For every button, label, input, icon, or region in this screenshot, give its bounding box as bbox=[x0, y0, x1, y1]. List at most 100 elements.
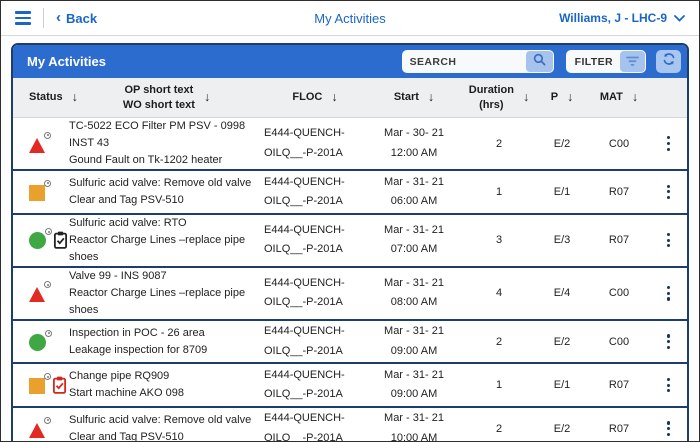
panel-header: My Activities FILTER bbox=[13, 45, 687, 78]
red-triangle-icon bbox=[29, 137, 45, 153]
wo-short-text: Reactor Charge Lines –replace pipe shoes bbox=[69, 286, 246, 316]
divider bbox=[43, 8, 44, 28]
column-label: Start bbox=[393, 91, 419, 104]
start-date: Mar - 31- 21 bbox=[384, 175, 444, 188]
refresh-button[interactable] bbox=[656, 50, 681, 73]
search-button[interactable] bbox=[525, 51, 553, 72]
row-menu-button[interactable] bbox=[663, 417, 674, 440]
table-row[interactable]: Sulfuric acid valve: Remove old valve Cl… bbox=[13, 405, 687, 442]
gear-badge-icon bbox=[44, 416, 51, 424]
mat-cell: C00 bbox=[608, 287, 630, 300]
start-date: Mar - 31- 21 bbox=[384, 277, 444, 290]
column-header-priority: P ↓ bbox=[536, 89, 588, 105]
mat-cell: R07 bbox=[608, 422, 630, 435]
short-text-cell: Change pipe RQ909 Start machine AKO 098 bbox=[69, 368, 264, 402]
search-box bbox=[401, 50, 554, 73]
table-row[interactable]: Inspection in POC - 26 area Leakage insp… bbox=[13, 318, 687, 363]
sort-arrow-icon[interactable]: ↓ bbox=[331, 90, 338, 105]
priority-cell: E/4 bbox=[553, 287, 571, 300]
filter-button[interactable]: FILTER bbox=[565, 50, 646, 73]
column-label: Status bbox=[29, 91, 63, 104]
row-menu-button[interactable] bbox=[663, 330, 674, 353]
column-header-floc: FLOC ↓ bbox=[264, 89, 366, 105]
chevron-down-icon bbox=[674, 14, 685, 22]
status-cell bbox=[13, 281, 69, 303]
short-text-cell: Inspection in POC - 26 area Leakage insp… bbox=[69, 325, 264, 359]
floc-cell: E444-QUENCH- OILQ__-P-201A bbox=[264, 412, 345, 442]
gear-badge-icon bbox=[44, 373, 51, 381]
activities-panel: My Activities FILTER bbox=[11, 43, 689, 442]
gear-badge-icon bbox=[45, 329, 52, 337]
row-menu-button[interactable] bbox=[663, 374, 674, 397]
status-cell bbox=[13, 179, 69, 201]
op-short-text: Change pipe RQ909 bbox=[69, 370, 170, 383]
priority-cell: E/2 bbox=[553, 335, 571, 348]
status-cell bbox=[13, 416, 69, 438]
menu-icon[interactable] bbox=[15, 11, 31, 25]
start-time: 09:00 AM bbox=[390, 388, 438, 401]
panel-title: My Activities bbox=[27, 54, 106, 69]
op-short-text: Valve 99 - INS 9087 bbox=[69, 269, 167, 282]
sort-arrow-icon[interactable]: ↓ bbox=[203, 90, 211, 105]
funnel-icon bbox=[620, 51, 645, 72]
user-menu-button[interactable]: Williams, J - LHC-9 bbox=[559, 11, 685, 25]
search-input[interactable] bbox=[401, 50, 525, 73]
row-menu-button[interactable] bbox=[663, 181, 674, 204]
duration-cell: 2 bbox=[495, 137, 503, 150]
row-menu-button[interactable] bbox=[663, 229, 674, 252]
short-text-cell: TC-5022 ECO Filter PM PSV - 0998 INST 43… bbox=[69, 118, 264, 169]
mat-cell: R07 bbox=[608, 234, 630, 247]
sort-arrow-icon[interactable]: ↓ bbox=[522, 90, 530, 105]
back-label: Back bbox=[66, 10, 98, 26]
column-label: Duration (hrs) bbox=[468, 84, 514, 111]
op-short-text: Sulfuric acid valve: Remove old valve bbox=[69, 413, 252, 426]
row-menu-button[interactable] bbox=[663, 282, 674, 305]
status-cell bbox=[13, 228, 69, 250]
floc-cell: E444-QUENCH- OILQ__-P-201A bbox=[264, 223, 345, 256]
op-short-text: Inspection in POC - 26 area bbox=[69, 326, 205, 339]
floc-cell: E444-QUENCH- OILQ__-P-201A bbox=[264, 325, 345, 357]
wo-short-text: Reactor Charge Lines –replace pipe shoes bbox=[69, 233, 246, 263]
sort-arrow-icon[interactable]: ↓ bbox=[427, 90, 435, 105]
short-text-cell: Sulfuric acid valve: Remove old valve Cl… bbox=[69, 175, 264, 209]
table-row[interactable]: Sulfuric acid valve: RTO Reactor Charge … bbox=[13, 212, 687, 266]
filter-label: FILTER bbox=[574, 55, 613, 68]
table-row[interactable]: Change pipe RQ909 Start machine AKO 098 … bbox=[13, 362, 687, 406]
table-row[interactable]: Valve 99 - INS 9087 Reactor Charge Lines… bbox=[13, 265, 687, 319]
floc-cell: E444-QUENCH- OILQ__-P-201A bbox=[264, 277, 345, 309]
short-text-cell: Sulfuric acid valve: RTO Reactor Charge … bbox=[69, 215, 264, 266]
start-time: 12:00 AM bbox=[390, 146, 438, 159]
user-name: Williams, J - LHC-9 bbox=[559, 11, 667, 25]
mat-cell: R07 bbox=[608, 379, 630, 392]
start-date: Mar - 31- 21 bbox=[384, 412, 444, 425]
sort-arrow-icon[interactable]: ↓ bbox=[631, 90, 639, 105]
op-short-text: TC-5022 ECO Filter PM PSV - 0998 INST 43 bbox=[69, 120, 246, 150]
start-date: Mar - 31- 21 bbox=[384, 325, 444, 338]
wo-short-text: Clear and Tag PSV-510 bbox=[69, 430, 184, 442]
op-short-text: Sulfuric acid valve: Remove old valve bbox=[69, 176, 252, 189]
column-header-start: Start ↓ bbox=[366, 89, 462, 105]
row-menu-button[interactable] bbox=[663, 132, 674, 155]
red-triangle-icon bbox=[29, 422, 45, 438]
duration-cell: 2 bbox=[495, 335, 503, 348]
start-cell: Mar - 31- 21 09:00 AM bbox=[366, 322, 462, 361]
table-row[interactable]: TC-5022 ECO Filter PM PSV - 0998 INST 43… bbox=[13, 118, 687, 170]
start-time: 06:00 AM bbox=[390, 194, 438, 207]
duration-cell: 4 bbox=[495, 287, 503, 300]
sort-arrow-icon[interactable]: ↓ bbox=[71, 90, 78, 105]
mat-cell: R07 bbox=[608, 185, 630, 198]
green-circle-icon bbox=[29, 333, 46, 351]
priority-cell: E/2 bbox=[553, 422, 571, 435]
gear-badge-icon bbox=[44, 131, 51, 139]
start-time: 08:00 AM bbox=[390, 296, 438, 309]
start-time: 07:00 AM bbox=[390, 243, 438, 256]
sort-arrow-icon[interactable]: ↓ bbox=[567, 90, 574, 105]
clipboard-check-icon bbox=[52, 376, 67, 394]
search-icon bbox=[533, 53, 546, 71]
table-row[interactable]: Sulfuric acid valve: Remove old valve Cl… bbox=[13, 169, 687, 213]
status-cell bbox=[13, 131, 69, 153]
column-label: P bbox=[550, 91, 559, 104]
back-button[interactable]: ‹ Back bbox=[56, 10, 98, 26]
column-label: OP short text WO short text bbox=[122, 84, 195, 111]
